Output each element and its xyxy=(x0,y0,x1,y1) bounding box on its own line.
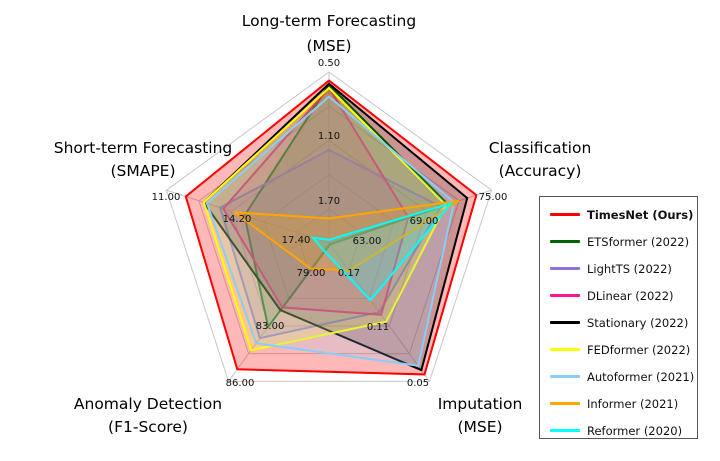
series-polygon-reformer xyxy=(310,201,454,302)
grid-ring xyxy=(165,71,493,382)
axis-title: (MSE) xyxy=(306,37,351,55)
tick-label: 11.00 xyxy=(152,192,181,203)
legend-label: FEDformer (2022) xyxy=(587,342,691,357)
tick-label: 1.10 xyxy=(318,131,340,142)
legend-swatch xyxy=(550,267,580,270)
legend-swatch xyxy=(550,321,580,324)
legend-label: Reformer (2020) xyxy=(587,423,683,438)
legend-label: Autoformer (2021) xyxy=(587,369,695,384)
legend-swatch xyxy=(550,429,580,432)
legend-swatch xyxy=(550,402,580,405)
series-polygon-autoformer xyxy=(205,95,456,367)
tick-label: 83.00 xyxy=(256,321,285,332)
legend-swatch xyxy=(550,375,580,378)
axis-title: Anomaly Detection xyxy=(74,395,222,413)
legend-swatch xyxy=(550,348,580,351)
legend-swatch xyxy=(550,294,580,297)
axis-title: Short-term Forecasting xyxy=(54,139,233,157)
legend-item: Informer (2021) xyxy=(540,390,697,417)
grid-ring xyxy=(230,139,428,327)
legend-item: Reformer (2020) xyxy=(540,417,697,444)
legend-label: TimesNet (Ours) xyxy=(587,207,694,222)
tick-label: 79.00 xyxy=(297,268,326,279)
tick-label: 1.70 xyxy=(318,196,340,207)
tick-label: 75.00 xyxy=(479,192,508,203)
tick-label: 14.20 xyxy=(223,214,252,225)
legend-label: Informer (2021) xyxy=(587,396,679,411)
legend-swatch xyxy=(550,240,580,243)
tick-label: 0.50 xyxy=(318,58,340,69)
grid-ring xyxy=(295,208,363,272)
tick-label: 86.00 xyxy=(226,378,255,389)
axis-title: (Accuracy) xyxy=(499,162,582,180)
axis-title: Imputation xyxy=(438,395,523,413)
legend-item: Stationary (2022) xyxy=(540,309,697,336)
legend-item: TimesNet (Ours) xyxy=(540,201,697,228)
tick-label: 0.05 xyxy=(407,378,429,389)
legend-item: LightTS (2022) xyxy=(540,255,697,282)
axis-title: (MSE) xyxy=(457,418,502,436)
axis-title: (SMAPE) xyxy=(110,162,175,180)
axis-title: Long-term Forecasting xyxy=(242,12,416,30)
tick-label: 17.40 xyxy=(282,235,311,246)
axis-title: (F1-Score) xyxy=(108,418,188,436)
legend-swatch xyxy=(550,213,580,216)
legend-item: FEDformer (2022) xyxy=(540,336,697,363)
grid-spoke xyxy=(166,189,330,244)
legend: TimesNet (Ours) ETSformer (2022) LightTS (… xyxy=(539,196,698,439)
series-polygon-timesnet xyxy=(184,79,478,376)
axis-title: Classification xyxy=(489,139,592,157)
legend-label: LightTS (2022) xyxy=(587,261,672,276)
legend-item: ETSformer (2022) xyxy=(540,228,697,255)
legend-item: Autoformer (2021) xyxy=(540,363,697,390)
legend-item: DLinear (2022) xyxy=(540,282,697,309)
legend-label: DLinear (2022) xyxy=(587,288,674,303)
tick-label: 0.11 xyxy=(367,322,389,333)
series-polygon-lightts xyxy=(218,148,443,340)
tick-label: 63.00 xyxy=(353,236,382,247)
series-polygon-etsformer xyxy=(243,83,450,330)
tick-label: 0.17 xyxy=(338,268,360,279)
series-polygon-dlinear xyxy=(222,86,410,316)
tick-label: 69.00 xyxy=(410,216,439,227)
legend-label: ETSformer (2022) xyxy=(587,234,690,249)
legend-label: Stationary (2022) xyxy=(587,315,689,330)
